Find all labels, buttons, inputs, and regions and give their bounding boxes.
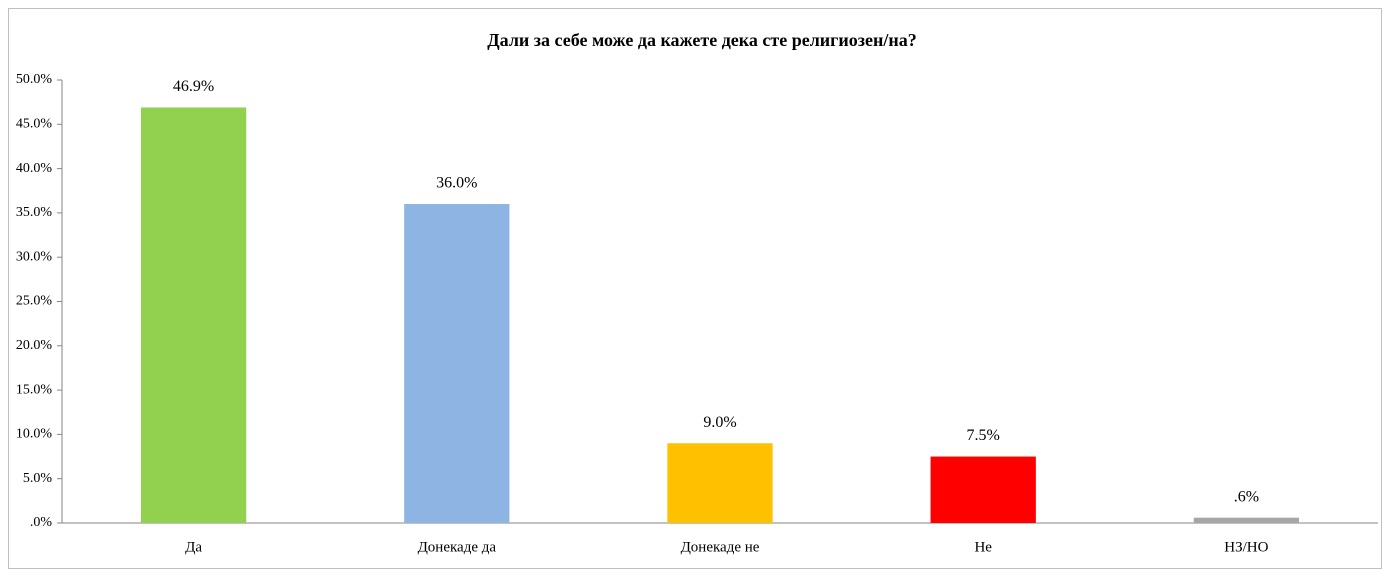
bar xyxy=(404,204,510,524)
x-tick-label: Не xyxy=(974,539,992,555)
chart-title: Дали за себе може да кажете дека сте рел… xyxy=(487,30,916,50)
x-tick-label: Донекаде не xyxy=(681,539,760,555)
data-label: 46.9% xyxy=(173,78,214,95)
y-tick-label: 30.0% xyxy=(16,249,53,264)
data-label: 36.0% xyxy=(436,175,477,192)
bar xyxy=(930,456,1036,523)
y-tick-label: 35.0% xyxy=(16,205,53,220)
x-tick-label: Донекаде да xyxy=(418,539,497,555)
x-tick-label: НЗ/НО xyxy=(1224,539,1268,555)
y-tick-label: 5.0% xyxy=(23,471,53,486)
data-label: .6% xyxy=(1234,488,1259,505)
y-tick-label: 20.0% xyxy=(16,338,53,353)
data-label: 9.0% xyxy=(703,414,736,431)
bar xyxy=(1193,517,1300,523)
y-tick-label: .0% xyxy=(30,515,53,530)
y-tick-label: 50.0% xyxy=(16,72,53,87)
x-tick-label: Да xyxy=(185,539,202,555)
y-tick-label: 25.0% xyxy=(16,294,53,309)
y-tick-label: 40.0% xyxy=(16,161,53,176)
bar xyxy=(140,107,247,523)
y-tick-label: 10.0% xyxy=(16,427,53,442)
bar xyxy=(667,443,773,523)
y-tick-label: 15.0% xyxy=(16,382,53,397)
y-tick-label: 45.0% xyxy=(16,117,53,132)
data-label: 7.5% xyxy=(967,427,1000,444)
